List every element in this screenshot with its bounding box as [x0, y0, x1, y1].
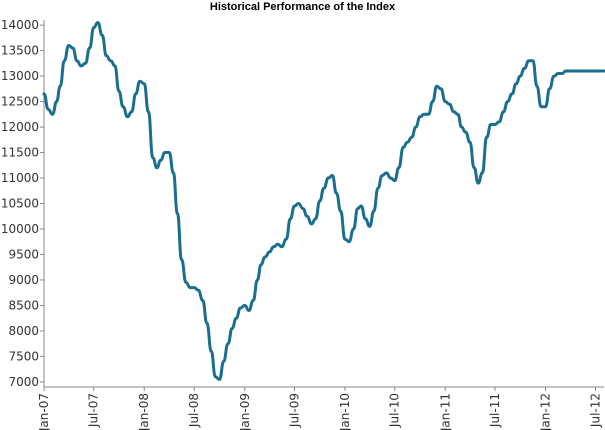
x-tick-label: Jan-08 [137, 393, 151, 430]
x-tick-label: Jan-10 [338, 393, 352, 430]
y-tick-label: 10000 [1, 222, 39, 236]
y-tick-label: 8000 [8, 324, 39, 338]
y-tick-label: 7500 [8, 349, 39, 363]
x-tick-label: Jan-07 [37, 393, 51, 430]
y-tick-label: 8500 [8, 298, 39, 312]
index-series-line [42, 21, 605, 381]
x-tick-label: Jan-12 [539, 393, 553, 430]
y-tick-label: 9500 [8, 247, 39, 261]
y-tick-label: 14000 [1, 18, 39, 32]
x-tick-label: Jul-09 [287, 393, 301, 428]
x-tick-label: Jul-12 [588, 393, 602, 428]
y-tick-label: 13500 [1, 44, 39, 58]
y-tick-label: 9000 [8, 273, 39, 287]
y-tick-label: 10500 [1, 197, 39, 211]
x-axis-ticks: Jan-07 Jul-07 Jan-08 Jul-08 Jan-09 Jul-09 Jan-… [37, 387, 602, 430]
y-tick-label: 7000 [8, 375, 39, 389]
x-tick-label: Jul-11 [488, 393, 502, 428]
chart-series [42, 21, 605, 381]
x-tick-label: Jan-09 [238, 393, 252, 430]
y-tick-label: 12500 [1, 95, 39, 109]
x-tick-label: Jul-07 [87, 393, 101, 428]
y-tick-label: 13000 [1, 69, 39, 83]
chart-title: Historical Performance of the Index [209, 1, 396, 13]
y-tick-label: 12000 [1, 120, 39, 134]
y-tick-label: 11500 [1, 146, 39, 160]
x-tick-label: Jul-08 [187, 393, 201, 428]
x-tick-label: Jul-10 [388, 393, 402, 428]
y-axis-ticks: 7000 7500 8000 8500 9000 9500 10000 10500 11000 1… [1, 18, 44, 389]
x-tick-label: Jan-11 [438, 393, 452, 430]
y-tick-label: 11000 [1, 171, 39, 185]
